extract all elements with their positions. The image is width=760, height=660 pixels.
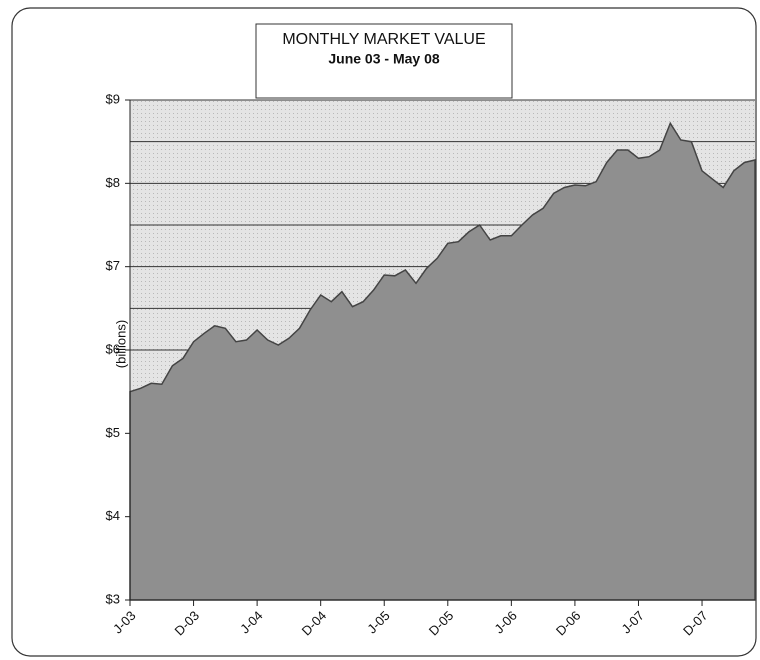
y-tick-label: $8	[106, 175, 120, 190]
y-tick-label: $6	[106, 341, 120, 356]
y-tick-label: $9	[106, 91, 120, 106]
y-axis-label: (billions)	[113, 320, 128, 368]
y-tick-label: $5	[106, 425, 120, 440]
chart-subtitle: June 03 - May 08	[328, 51, 439, 67]
y-tick-label: $3	[106, 591, 120, 606]
chart-title: MONTHLY MARKET VALUE	[282, 31, 485, 48]
y-tick-label: $4	[106, 508, 120, 523]
y-tick-label: $7	[106, 258, 120, 273]
title-box	[255, 23, 513, 99]
area	[129, 121, 756, 601]
